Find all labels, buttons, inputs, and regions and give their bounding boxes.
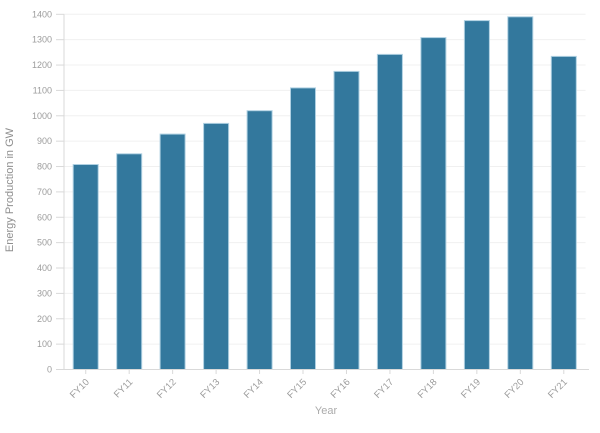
bars-layer (72, 16, 577, 371)
x-tick-label: FY21 (546, 377, 570, 401)
y-tick-label: 900 (37, 136, 52, 146)
bar-FY15 (290, 87, 316, 371)
x-tick-label: FY10 (68, 377, 92, 401)
x-tick-label: FY14 (242, 377, 266, 401)
y-tick-label: 1000 (32, 111, 52, 121)
bar-FY10 (72, 164, 99, 370)
bar-FY13 (203, 122, 230, 371)
y-tick-label: 0 (47, 365, 52, 375)
y-tick-label: 500 (37, 238, 52, 248)
x-tick-label: FY15 (285, 377, 309, 401)
y-tick-label: 700 (37, 187, 52, 197)
y-tick-label: 1200 (32, 60, 52, 70)
x-tick-label: FY12 (155, 377, 179, 401)
y-tick-label: 800 (37, 162, 52, 172)
y-axis-title: Energy Production in GW (4, 127, 16, 252)
x-tick-label: FY11 (112, 377, 135, 400)
y-tick-label: 300 (37, 288, 52, 298)
y-tick-label: 600 (37, 212, 52, 222)
bar-FY18 (420, 37, 447, 370)
y-tick-label: 1100 (33, 85, 52, 95)
y-tick-label: 200 (37, 314, 52, 324)
bar-FY11 (116, 153, 143, 370)
y-tick-label: 400 (37, 263, 52, 273)
bar-FY14 (246, 110, 273, 370)
gridlines-layer (64, 13, 586, 345)
x-tick-label: FY20 (503, 377, 527, 401)
y-tick-label: 1400 (32, 9, 52, 19)
x-tick-label: FY16 (329, 377, 353, 401)
y-tick-label: 100 (37, 339, 52, 349)
y-tick-label: 1300 (32, 35, 52, 45)
x-tick-label: FY19 (459, 377, 483, 401)
bar-FY19 (463, 20, 490, 370)
bar-FY12 (159, 133, 186, 370)
bar-FY16 (333, 70, 360, 371)
bar-FY20 (507, 16, 534, 371)
x-tick-label: FY18 (416, 377, 440, 401)
x-tick-label: FY17 (372, 377, 396, 401)
x-axis-title: Year (315, 405, 338, 417)
bar-FY17 (376, 53, 403, 371)
x-tick-label: FY13 (198, 377, 222, 401)
bar-FY21 (550, 55, 577, 371)
